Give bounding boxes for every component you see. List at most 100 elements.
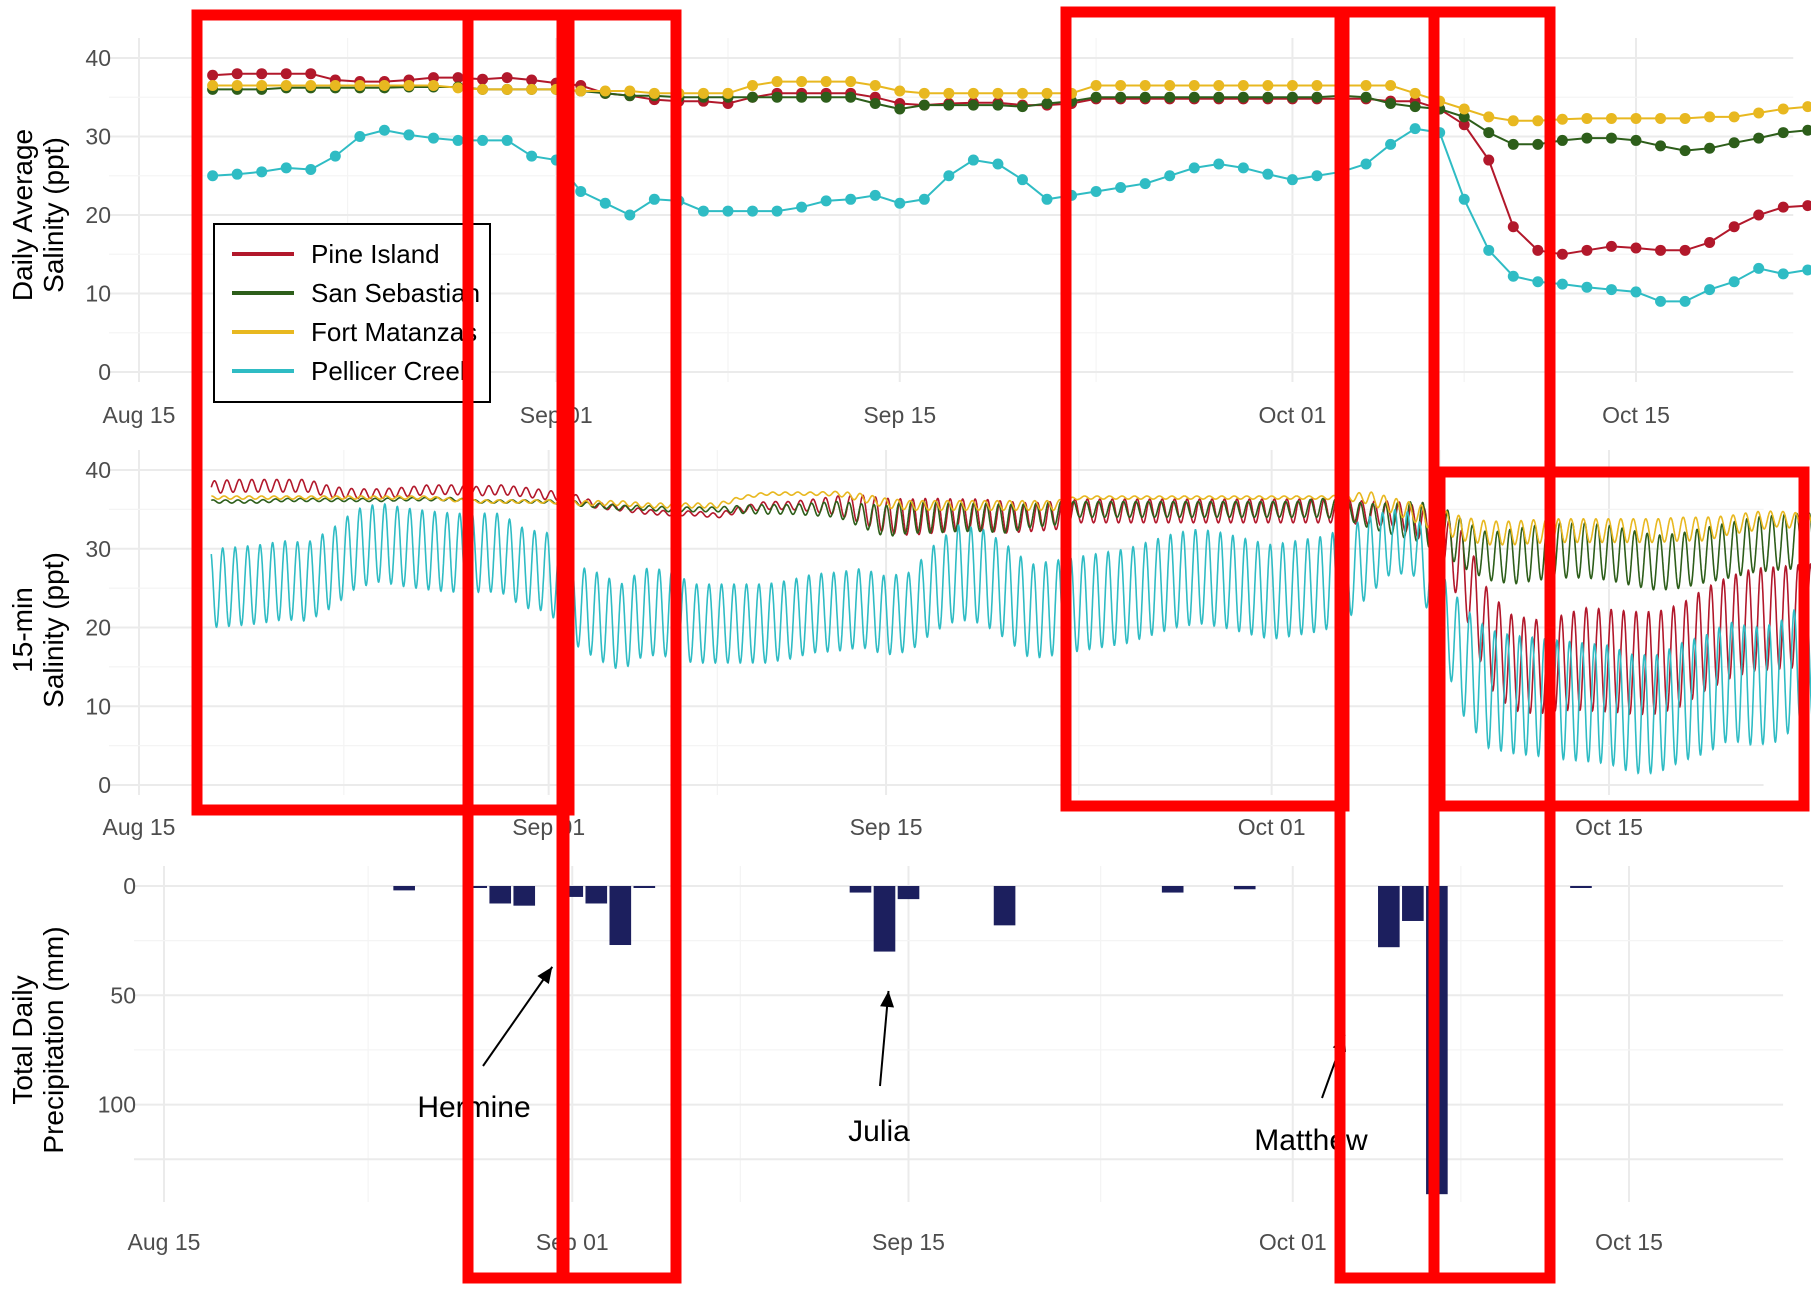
- data-point: [820, 195, 832, 207]
- data-point: [1139, 178, 1151, 190]
- y-tick-label: 20: [85, 615, 111, 641]
- data-point: [820, 76, 832, 88]
- x-tick-label: Aug 15: [103, 814, 176, 840]
- data-point: [1556, 248, 1568, 260]
- y-tick-label: 100: [98, 1092, 136, 1118]
- precip-bar: [561, 886, 584, 897]
- data-point: [452, 72, 464, 84]
- data-point: [305, 163, 317, 175]
- x-tick-label: Oct 15: [1575, 814, 1643, 840]
- data-point: [256, 166, 268, 178]
- data-point: [1409, 87, 1421, 99]
- data-point: [1777, 103, 1789, 115]
- data-point: [305, 68, 317, 80]
- x-tick-label: Aug 15: [128, 1229, 201, 1255]
- data-point: [452, 82, 464, 94]
- data-point: [1679, 145, 1691, 157]
- data-point: [1753, 262, 1765, 274]
- data-point: [1090, 91, 1102, 103]
- precip-bar: [1402, 886, 1424, 921]
- data-point: [207, 79, 219, 91]
- precip-bar: [1378, 886, 1400, 948]
- data-point: [967, 99, 979, 111]
- data-point: [918, 87, 930, 99]
- y-tick-label: 20: [85, 202, 111, 228]
- data-point: [697, 205, 709, 217]
- data-point: [771, 91, 783, 103]
- data-point: [771, 205, 783, 217]
- y-tick-label: 0: [98, 359, 111, 385]
- y-axis-label: Daily Average: [7, 129, 38, 301]
- data-point: [477, 73, 489, 85]
- data-point: [231, 168, 243, 180]
- data-point: [1728, 276, 1740, 288]
- data-point: [378, 124, 390, 136]
- data-point: [1581, 281, 1593, 293]
- data-point: [1385, 79, 1397, 91]
- x-tick-label: Sep 15: [850, 814, 923, 840]
- panel-2: 0 10 20 30 40 Aug 15 Sep 01 Sep 15 Oct 01 Oct 15 1…: [7, 450, 1811, 840]
- data-point: [1164, 170, 1176, 182]
- data-point: [526, 74, 538, 86]
- data-point: [1188, 162, 1200, 174]
- data-point: [1581, 112, 1593, 124]
- data-point: [747, 205, 759, 217]
- data-point: [1041, 193, 1053, 205]
- data-point: [1605, 284, 1617, 296]
- data-point: [992, 158, 1004, 170]
- data-point: [526, 150, 538, 162]
- x-tick-label: Sep 01: [520, 402, 593, 428]
- legend-label-pellicer-creek: Pellicer Creek: [311, 356, 474, 386]
- data-point: [305, 79, 317, 91]
- data-point: [967, 87, 979, 99]
- data-point: [1458, 103, 1470, 115]
- data-point: [697, 87, 709, 99]
- precip-bar: [1233, 886, 1256, 890]
- data-point: [1016, 87, 1028, 99]
- precip-bar: [873, 886, 896, 952]
- data-point: [1728, 111, 1740, 123]
- data-point: [820, 91, 832, 103]
- data-point: [256, 68, 268, 80]
- data-point: [747, 79, 759, 91]
- data-point: [1630, 112, 1642, 124]
- highlight-boxes: [191, 6, 1810, 1284]
- data-point: [722, 205, 734, 217]
- data-point: [1115, 91, 1127, 103]
- series-fort-matanzas: [207, 76, 1811, 127]
- x-tick-label: Aug 15: [103, 402, 176, 428]
- data-point: [1655, 244, 1667, 256]
- data-point: [1483, 244, 1495, 256]
- data-point: [1532, 138, 1544, 150]
- series-pellicer-creek: [207, 123, 1811, 307]
- data-point: [599, 85, 611, 97]
- data-point: [796, 201, 808, 213]
- highlight-box: [1544, 466, 1810, 812]
- data-point: [207, 170, 219, 182]
- data-point: [918, 193, 930, 205]
- y-tick-label: 50: [110, 982, 136, 1008]
- x-tick-label: Oct 01: [1238, 814, 1306, 840]
- data-point: [599, 197, 611, 209]
- data-point: [1704, 142, 1716, 154]
- y-tick-label: 30: [85, 124, 111, 150]
- data-point: [1262, 168, 1274, 180]
- data-point: [869, 98, 881, 110]
- legend: Pine Island San Sebastian Fort Matanzas …: [213, 223, 491, 403]
- data-point: [1164, 79, 1176, 91]
- highlight-box: [1334, 6, 1440, 1284]
- precip-bar: [633, 886, 656, 888]
- legend-label-san-sebastian: San Sebastian: [311, 278, 480, 308]
- precip-bar: [513, 886, 536, 906]
- series-fort-matanzas: [211, 490, 1811, 546]
- data-point: [894, 197, 906, 209]
- data-point: [1802, 200, 1811, 212]
- data-point: [1115, 79, 1127, 91]
- data-point: [354, 79, 366, 91]
- data-point: [1581, 244, 1593, 256]
- data-point: [501, 83, 513, 95]
- data-point: [329, 150, 341, 162]
- data-point: [1360, 158, 1372, 170]
- data-point: [1605, 240, 1617, 252]
- annotation-arrowhead: [880, 990, 895, 1008]
